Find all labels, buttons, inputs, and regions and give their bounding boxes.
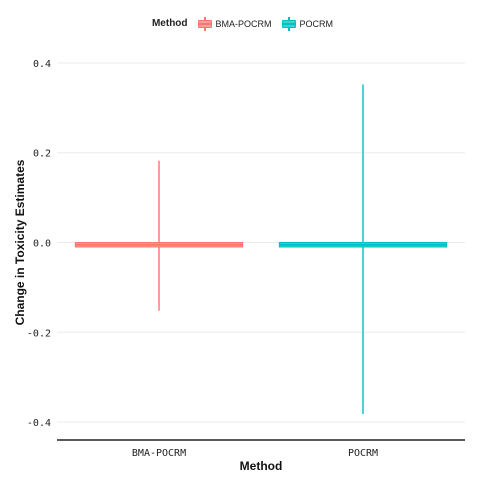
y-tick-label: 0.2	[33, 149, 51, 160]
legend-item-pocrm: POCRM	[281, 16, 334, 31]
x-tick-label: POCRM	[348, 448, 378, 459]
y-tick-label: -0.4	[27, 418, 51, 429]
x-axis-title: Method	[240, 459, 283, 473]
y-tick-label: 0.4	[33, 59, 51, 70]
x-tick-label: BMA-POCRM	[132, 448, 186, 459]
y-axis-title: Change in Toxicity Estimates	[13, 159, 27, 325]
legend-key-bma-pocrm	[197, 16, 212, 31]
legend-item-bma-pocrm: BMA-POCRM	[197, 16, 272, 31]
y-tick-label: 0.0	[33, 239, 51, 250]
legend-title: Method	[151, 18, 188, 29]
legend: Method BMA-POCRM POCRM	[0, 16, 485, 31]
legend-key-pocrm	[281, 16, 296, 31]
y-tick-label: -0.2	[27, 328, 51, 339]
legend-label-bma-pocrm: BMA-POCRM	[215, 18, 272, 29]
legend-label-pocrm: POCRM	[299, 18, 334, 29]
